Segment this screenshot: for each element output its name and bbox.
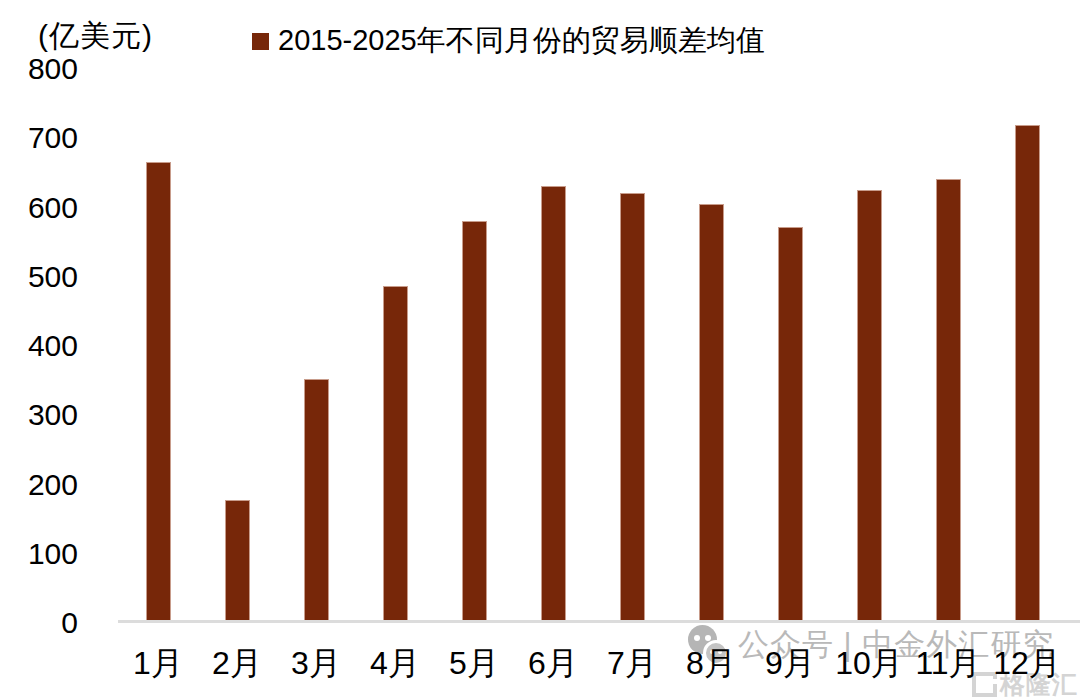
bar-3月 — [304, 379, 329, 623]
bar-5月 — [462, 221, 487, 623]
bar-6月 — [541, 186, 566, 623]
legend-label: 2015-2025年不同月份的贸易顺差均值 — [278, 21, 765, 61]
y-tick-label: 500 — [0, 261, 78, 293]
bar-10月 — [857, 190, 882, 623]
x-axis-label-8月: 8月 — [668, 647, 754, 679]
y-tick-label: 700 — [0, 122, 78, 154]
y-tick-label: 200 — [0, 469, 78, 501]
x-axis-line — [118, 620, 1080, 623]
chart-canvas: (亿美元) 2015-2025年不同月份的贸易顺差均值 0 100 200 300 40… — [0, 0, 1080, 700]
y-axis-unit-label: (亿美元) — [38, 16, 153, 57]
y-tick-label: 600 — [0, 192, 78, 224]
legend: 2015-2025年不同月份的贸易顺差均值 — [252, 24, 765, 58]
y-tick-label: 800 — [0, 53, 78, 85]
x-axis-label-6月: 6月 — [510, 647, 596, 679]
x-axis-label-7月: 7月 — [589, 647, 675, 679]
x-axis-label-3月: 3月 — [273, 647, 359, 679]
bar-11月 — [936, 179, 961, 623]
bar-4月 — [383, 286, 408, 623]
x-axis-label-2月: 2月 — [194, 647, 280, 679]
bar-8月 — [699, 204, 724, 623]
x-axis-label-9月: 9月 — [747, 647, 833, 679]
x-axis-label-11月: 11月 — [905, 647, 991, 679]
y-tick-label: 0 — [0, 607, 78, 639]
bar-9月 — [778, 227, 803, 623]
bar-7月 — [620, 193, 645, 623]
bar-1月 — [146, 162, 171, 623]
x-axis-label-10月: 10月 — [826, 647, 912, 679]
y-tick-label: 100 — [0, 538, 78, 570]
bar-12月 — [1015, 125, 1040, 623]
y-tick-label: 400 — [0, 330, 78, 362]
x-axis-label-12月: 12月 — [984, 647, 1070, 679]
x-axis-label-4月: 4月 — [352, 647, 438, 679]
x-axis-label-5月: 5月 — [431, 647, 517, 679]
y-tick-label: 300 — [0, 399, 78, 431]
x-axis-label-1月: 1月 — [115, 647, 201, 679]
legend-marker-icon — [252, 33, 269, 50]
bar-2月 — [225, 500, 250, 623]
